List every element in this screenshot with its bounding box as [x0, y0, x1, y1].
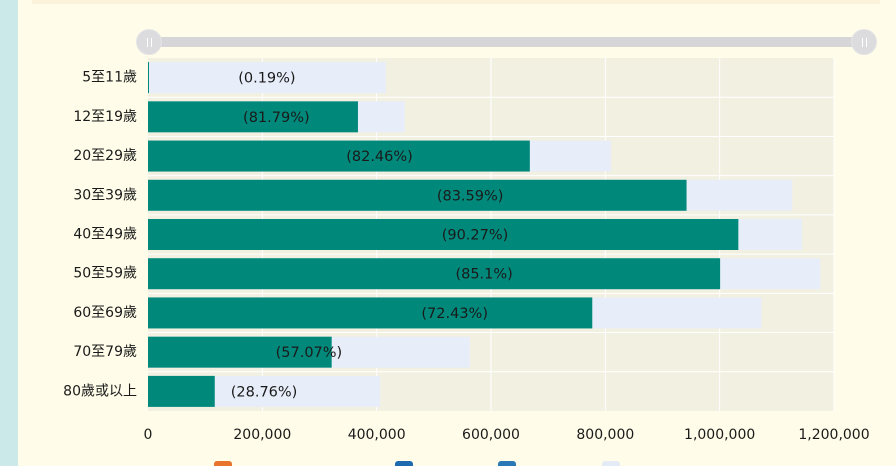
x-tick-label: 1,000,000 [684, 427, 755, 443]
vaccinated-bar[interactable] [148, 375, 215, 407]
percent-label: (57.07%) [276, 345, 343, 361]
percent-label: (81.79%) [243, 110, 310, 126]
x-tick-label: 600,000 [462, 427, 520, 443]
vaccinated-bar[interactable] [148, 140, 530, 172]
legend-swatch[interactable] [395, 461, 413, 466]
vaccinated-bar[interactable] [148, 62, 149, 94]
legend-swatch[interactable] [498, 461, 516, 466]
y-axis-labels: 5至11歲 12至19歲 20至29歲 30至39歲 40至49歲 50至59歲 60至69… [63, 70, 137, 400]
vaccinated-bar[interactable] [148, 179, 687, 211]
percent-label: (72.43%) [421, 306, 488, 322]
vaccinated-bar[interactable] [148, 336, 332, 368]
vaccinated-bar[interactable] [148, 219, 739, 250]
slider-track[interactable] [149, 37, 864, 47]
percent-label: (28.76%) [231, 384, 298, 400]
percent-label: (83.59%) [437, 188, 504, 204]
percent-label: (90.27%) [442, 228, 509, 244]
total-bar[interactable] [148, 62, 386, 94]
x-tick-label: 1,200,000 [798, 427, 869, 443]
y-tick-label: 60至69歲 [73, 305, 137, 321]
x-tick-label: 200,000 [233, 427, 291, 443]
slider-handle-end[interactable] [851, 29, 877, 55]
percent-label: (82.46%) [346, 149, 413, 165]
y-tick-label: 50至59歲 [73, 266, 137, 282]
percent-label: (0.19%) [238, 71, 295, 87]
y-tick-label: 20至29歲 [73, 148, 137, 164]
side-strip [0, 0, 18, 466]
vaccinated-bar[interactable] [148, 297, 593, 329]
range-slider[interactable] [136, 29, 877, 55]
grip-icon [861, 37, 867, 47]
y-tick-label: 40至49歲 [73, 227, 137, 243]
legend-swatch[interactable] [214, 461, 232, 466]
bars [148, 62, 821, 407]
x-axis-labels: 0 200,000 400,000 600,000 800,000 1,000,000 1,… [144, 427, 870, 443]
grip-icon [146, 37, 152, 47]
legend-swatch[interactable] [602, 461, 620, 466]
x-tick-label: 0 [144, 427, 153, 443]
vaccinated-bar[interactable] [148, 258, 721, 290]
y-tick-label: 80歲或以上 [63, 383, 137, 399]
bar-labels: (0.19%) (81.79%) (82.46%) (83.59%) (90.27%) (… [231, 71, 513, 401]
y-tick-label: 30至39歲 [73, 187, 137, 203]
top-panel-edge [32, 0, 880, 4]
slider-handle-start[interactable] [136, 29, 162, 55]
x-tick-label: 400,000 [348, 427, 406, 443]
x-tick-label: 800,000 [576, 427, 634, 443]
vaccinated-bar[interactable] [148, 101, 358, 133]
y-tick-label: 12至19歲 [73, 109, 137, 125]
percent-label: (85.1%) [455, 267, 512, 283]
y-tick-label: 5至11歲 [82, 70, 137, 86]
y-tick-label: 70至79歲 [73, 344, 137, 360]
